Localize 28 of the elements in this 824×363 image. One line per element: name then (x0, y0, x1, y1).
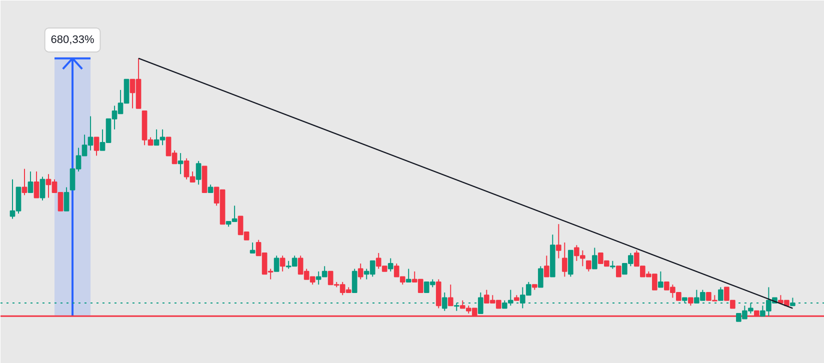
candlestick (22, 168, 28, 196)
candlestick (40, 176, 46, 201)
candlestick (658, 270, 664, 288)
candlestick (358, 263, 364, 280)
candlestick (352, 268, 358, 293)
candlestick (592, 247, 598, 270)
candlestick (64, 186, 70, 212)
candlestick (442, 292, 448, 312)
candlestick (568, 250, 574, 278)
candlestick (250, 242, 256, 254)
candlestick (448, 284, 454, 306)
candlestick (34, 170, 40, 198)
candlestick (538, 266, 544, 288)
candlestick (586, 260, 592, 272)
candlestick (94, 136, 100, 156)
candlestick (544, 255, 550, 278)
candlestick (280, 255, 286, 272)
candlestick (388, 258, 394, 272)
candlestick (406, 268, 412, 282)
candlestick (616, 266, 622, 278)
candlestick (28, 170, 34, 194)
candlestick (178, 152, 184, 175)
candlestick (436, 278, 442, 309)
text: 680,33% (50, 34, 94, 46)
candlestick (556, 224, 562, 259)
candlestick (274, 255, 280, 272)
candlestick (196, 160, 202, 186)
candlestick (562, 242, 568, 278)
